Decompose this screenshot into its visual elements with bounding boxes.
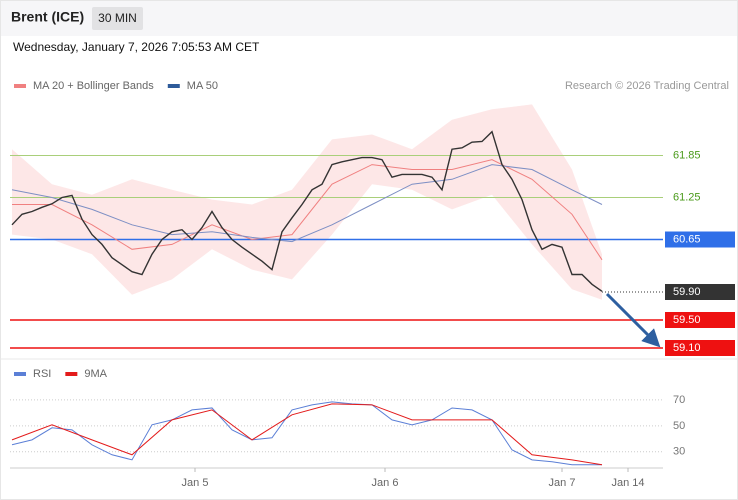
level-label: 60.65 — [673, 233, 701, 245]
bollinger-band — [12, 104, 602, 300]
level-box — [665, 284, 735, 300]
legend-swatch — [14, 84, 26, 88]
level-label: 59.90 — [673, 286, 701, 298]
credit: Research © 2026 Trading Central — [565, 80, 729, 92]
level-label: 59.50 — [673, 314, 701, 326]
x-tick-label: Jan 5 — [182, 477, 209, 489]
legend-label: RSI — [33, 368, 51, 380]
legend-swatch — [65, 372, 78, 376]
level-box — [665, 312, 735, 328]
x-tick-label: Jan 14 — [611, 477, 644, 489]
legend-swatch — [167, 84, 180, 88]
level-label: 61.25 — [673, 191, 701, 203]
series-line — [12, 159, 603, 261]
legend-swatch — [14, 372, 26, 376]
y-tick-label: 30 — [673, 446, 685, 458]
x-tick-label: Jan 7 — [549, 477, 576, 489]
level-box — [665, 340, 735, 356]
price-line — [11, 130, 603, 292]
legend-label: MA 20 + Bollinger Bands — [33, 80, 154, 92]
forecast-arrow — [605, 292, 661, 348]
series-line — [11, 403, 603, 466]
x-tick-label: Jan 6 — [372, 477, 399, 489]
level-label: 59.10 — [673, 342, 701, 354]
legend-label: MA 50 — [187, 80, 218, 92]
interval-button[interactable] — [92, 7, 143, 30]
series-line — [11, 401, 602, 466]
y-tick-label: 50 — [673, 420, 685, 432]
legend-label: 9MA — [84, 368, 107, 380]
series-line — [11, 164, 603, 243]
symbol: Brent (ICE) — [11, 9, 84, 25]
y-tick-label: 70 — [673, 394, 685, 406]
level-label: 61.85 — [673, 149, 701, 161]
level-box — [665, 231, 735, 248]
timestamp: Wednesday, January 7, 2026 7:05:53 AM CE… — [13, 40, 260, 54]
interval[interactable]: 30 MIN — [98, 11, 137, 25]
plot: 61.85 61.25 60.65 59.90 59.50 59.10 MA 20 + Bo… — [10, 80, 735, 489]
